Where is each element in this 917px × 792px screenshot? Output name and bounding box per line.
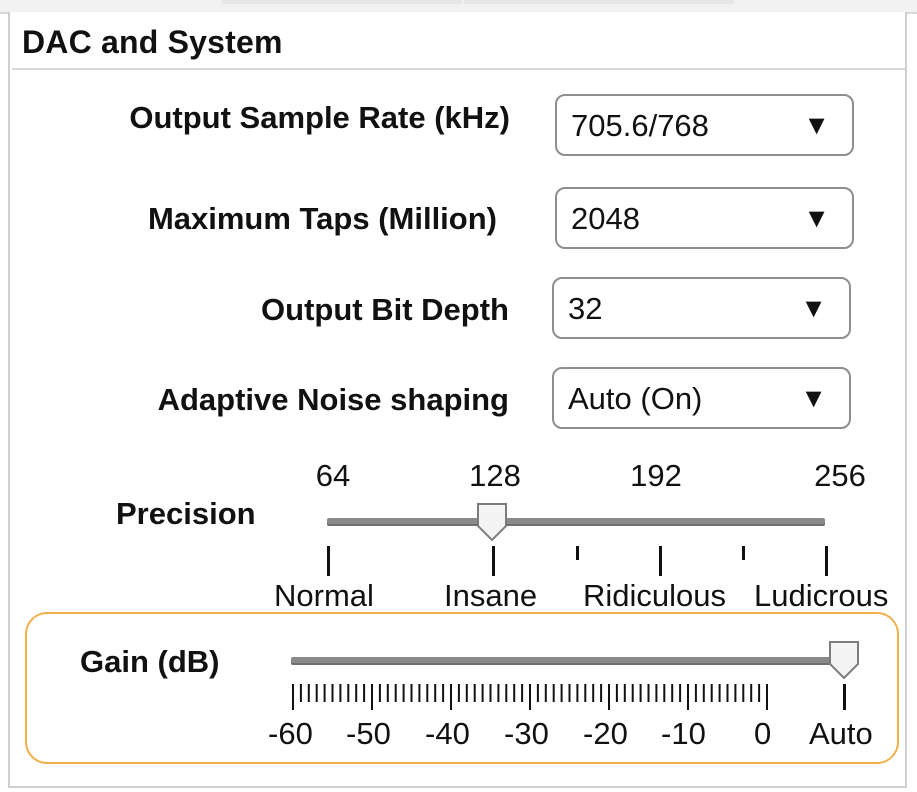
adaptive-noise-shaping-label: Adaptive Noise shaping [157, 382, 509, 417]
panel-header: DAC and System [12, 14, 905, 70]
precision-tick-mark-insane [492, 546, 495, 576]
precision-slider-thumb[interactable] [476, 502, 508, 542]
precision-tick-mark-normal [327, 546, 330, 576]
chevron-down-icon: ▼ [800, 293, 827, 323]
gain-highlight-box [25, 612, 899, 764]
precision-label: Precision [116, 496, 256, 531]
adaptive-noise-shaping-select[interactable]: Auto (On) ▼ [552, 367, 851, 429]
gain-slider-thumb[interactable] [828, 640, 860, 680]
output-bit-depth-label: Output Bit Depth [261, 292, 509, 327]
gain-label: Gain (dB) [80, 644, 220, 679]
panel-title: DAC and System [22, 24, 283, 60]
gain-scale-ruler [292, 684, 768, 710]
adaptive-noise-shaping-value: Auto (On) [568, 381, 703, 416]
chevron-down-icon: ▼ [803, 110, 830, 140]
precision-word-ludicrous: Ludicrous [754, 578, 889, 613]
gain-scale-minus-60: -60 [268, 716, 313, 751]
gain-scale-minus-40: -40 [425, 716, 470, 751]
output-sample-rate-label: Output Sample Rate (kHz) [129, 100, 510, 135]
output-sample-rate-select[interactable]: 705.6/768 ▼ [555, 94, 854, 156]
output-bit-depth-value: 32 [568, 291, 603, 326]
precision-slider-track[interactable] [327, 518, 825, 526]
precision-tick-mark-ludicrous [825, 546, 828, 576]
output-sample-rate-value: 705.6/768 [571, 108, 709, 143]
gain-scale-minus-50: -50 [346, 716, 391, 751]
tab-edge-1[interactable] [222, 0, 462, 4]
precision-minor-tick-mark [576, 546, 579, 560]
gain-scale-0: 0 [754, 716, 772, 751]
precision-minor-tick-mark [742, 546, 745, 560]
gain-slider-track[interactable] [291, 657, 847, 665]
maximum-taps-label: Maximum Taps (Million) [147, 201, 497, 236]
gain-tick-mark-auto [843, 684, 846, 710]
gain-scale-minus-10: -10 [661, 716, 706, 751]
maximum-taps-select[interactable]: 2048 ▼ [555, 187, 854, 249]
precision-word-normal: Normal [274, 578, 374, 613]
chevron-down-icon: ▼ [803, 203, 830, 233]
precision-tick-256: 256 [814, 458, 866, 493]
precision-tick-128: 128 [469, 458, 521, 493]
tab-edge-2[interactable] [464, 0, 734, 4]
maximum-taps-value: 2048 [571, 201, 640, 236]
output-bit-depth-select[interactable]: 32 ▼ [552, 277, 851, 339]
gain-scale-minus-20: -20 [583, 716, 628, 751]
gain-scale-minus-30: -30 [504, 716, 549, 751]
chevron-down-icon: ▼ [800, 383, 827, 413]
precision-tick-mark-ridiculous [659, 546, 662, 576]
precision-word-ridiculous: Ridiculous [583, 578, 727, 613]
precision-tick-192: 192 [630, 458, 682, 493]
precision-word-insane: Insane [444, 578, 538, 613]
gain-scale-auto: Auto [809, 716, 873, 751]
precision-tick-64: 64 [315, 458, 351, 493]
